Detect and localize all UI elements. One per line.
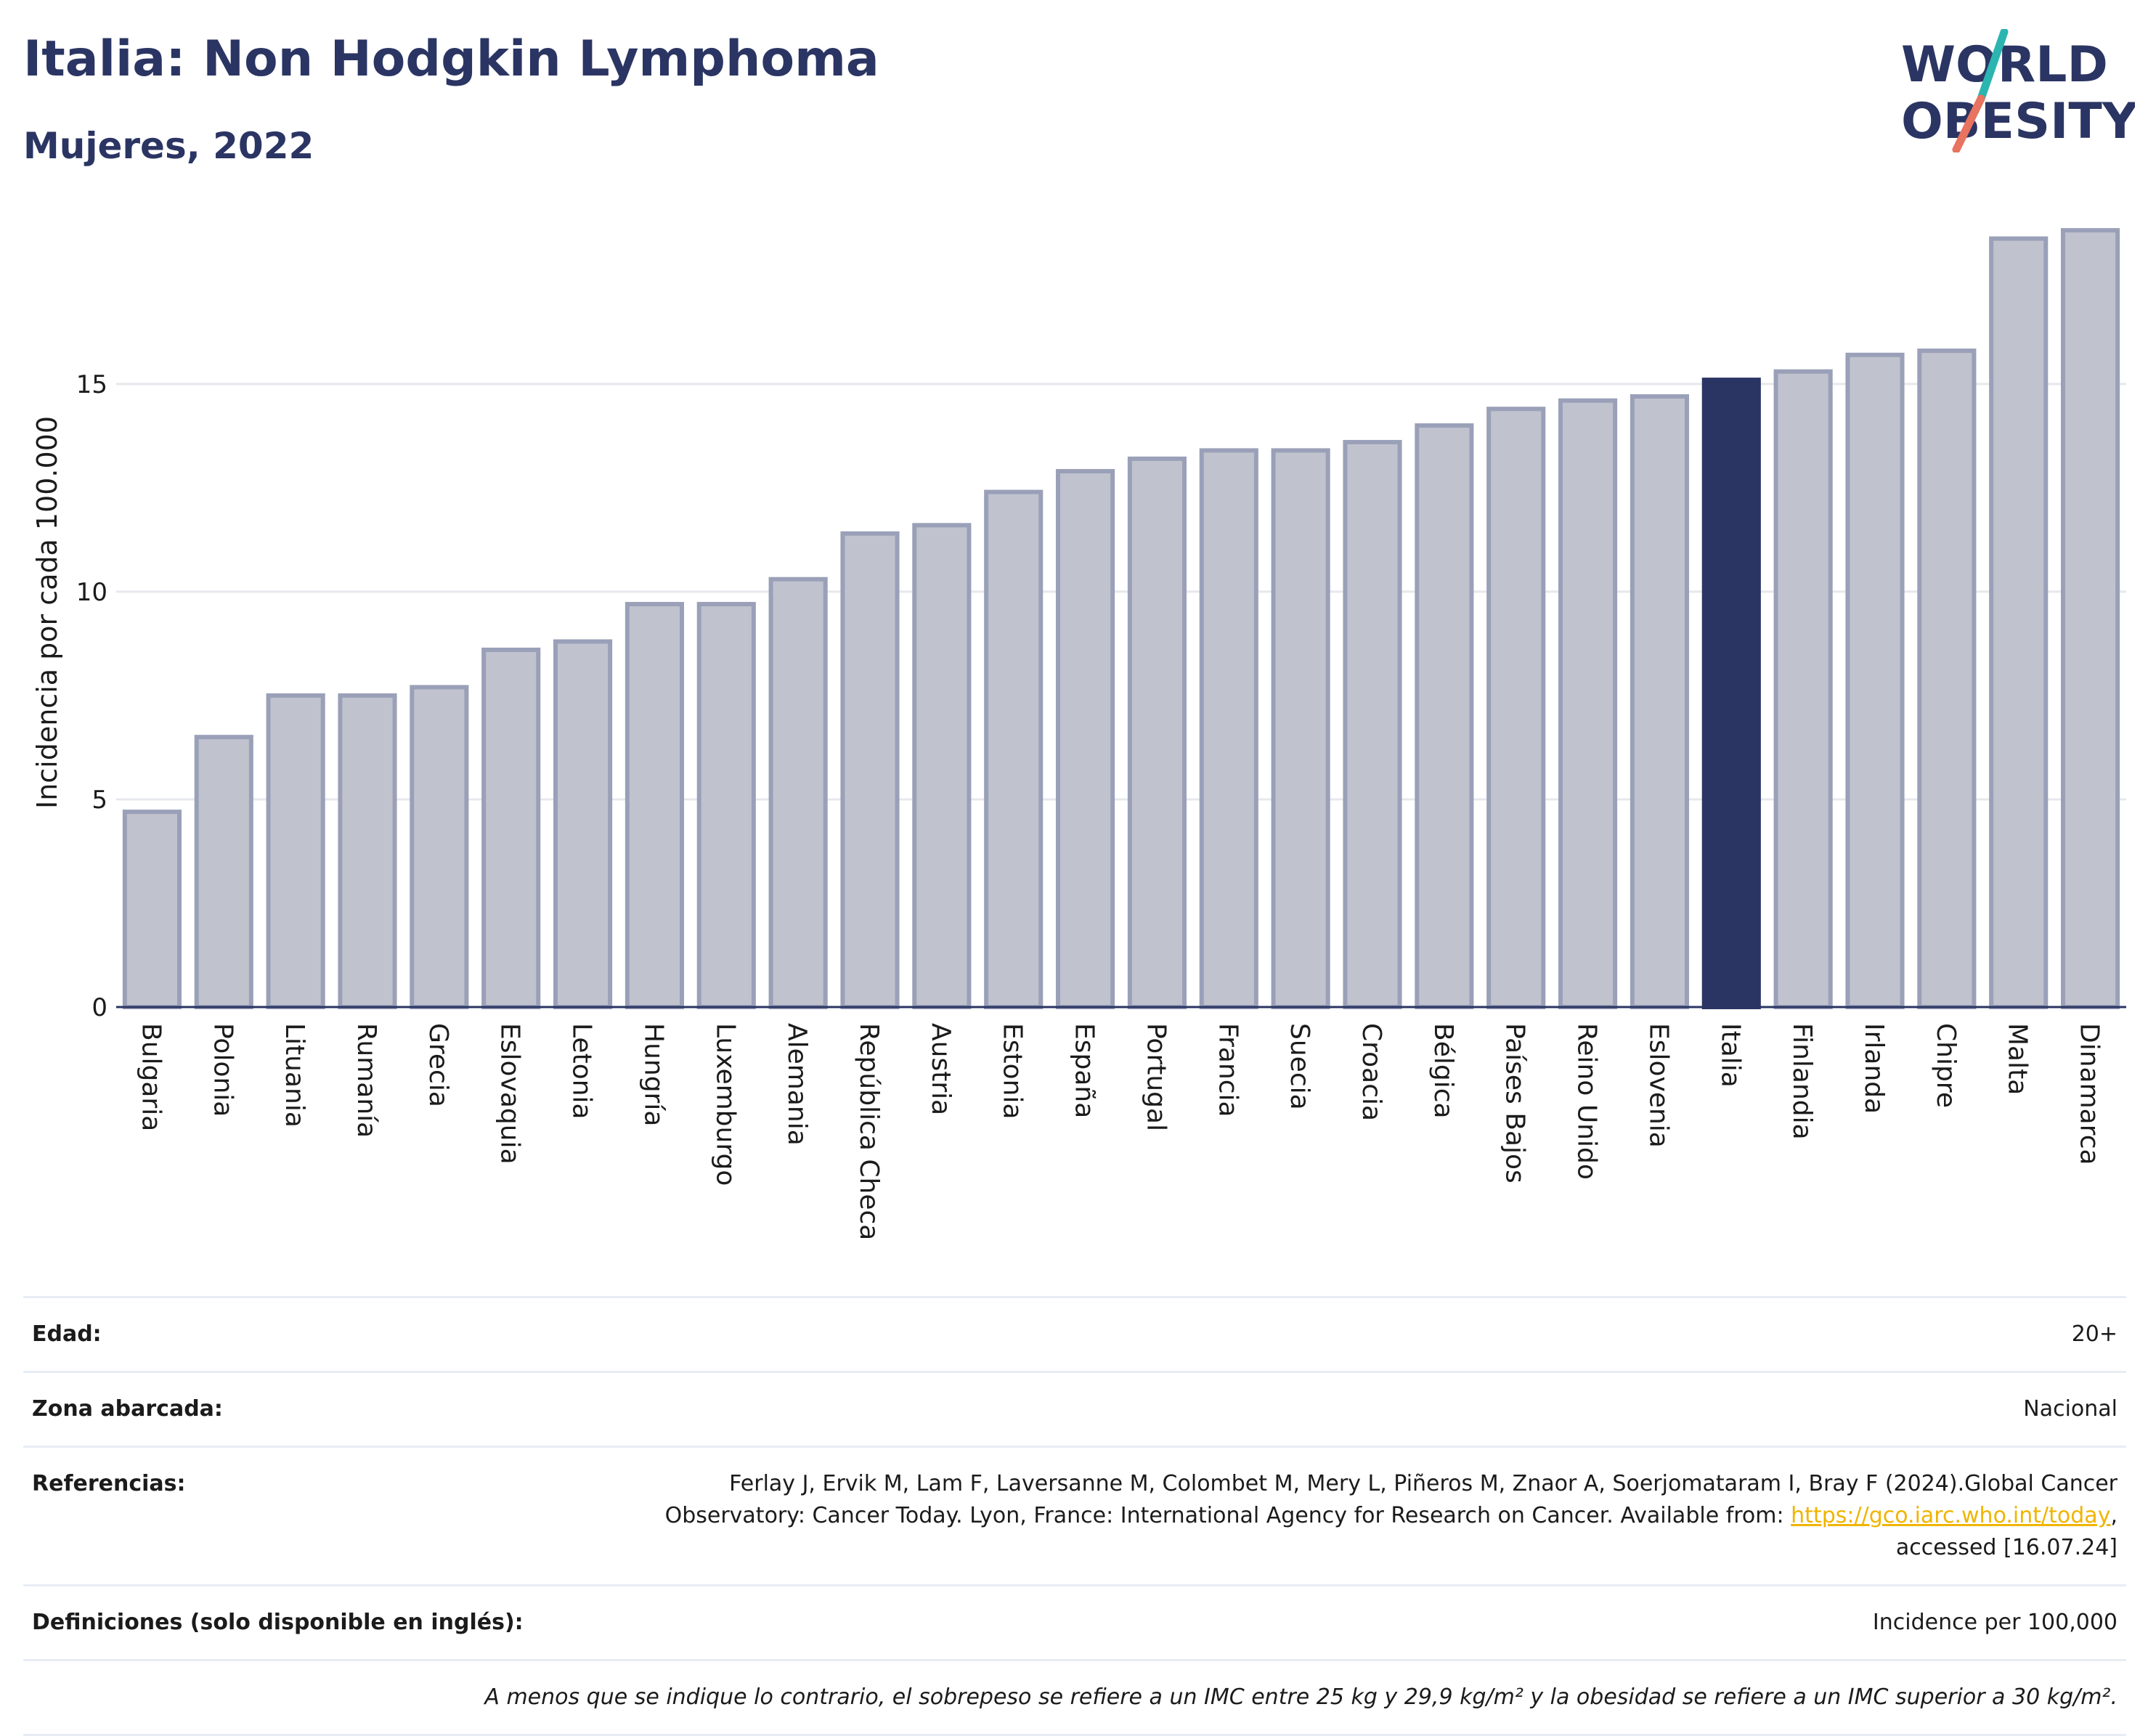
bar-eslovaquia	[481, 647, 541, 1010]
bar-croacia	[1343, 439, 1402, 1009]
category-labels: Bulgaria Polonia Lituania Rumanía Grecia Eslo…	[136, 1023, 2104, 1240]
logo-slash-teal	[1977, 29, 2009, 103]
reference-text-4: accessed [16.07.24]	[1895, 1535, 2118, 1560]
category-label: Francia	[1213, 1023, 1242, 1117]
category-label: Dinamarca	[2075, 1023, 2104, 1165]
category-label: Luxemburgo	[710, 1023, 740, 1186]
category-label: Grecia	[423, 1023, 453, 1107]
category-label: Reino Unido	[1572, 1023, 1602, 1180]
y-tick-label: 15	[76, 370, 107, 399]
y-axis-label: Incidencia por cada 100.000	[31, 416, 63, 809]
bar-francia	[1199, 448, 1258, 1009]
bar-hungría	[625, 602, 684, 1009]
meta-row-age: Edad: 20+	[23, 1296, 2126, 1371]
category-label: Chipre	[1931, 1023, 1961, 1108]
reference-link[interactable]: https://gco.iarc.who.int/today	[1791, 1503, 2111, 1528]
category-label: República Checa	[854, 1023, 884, 1240]
meta-row-definitions: Definiciones (solo disponible en inglés)…	[23, 1584, 2126, 1659]
category-label: España	[1070, 1023, 1099, 1118]
category-label: Estonia	[998, 1023, 1028, 1120]
category-label: Polonia	[208, 1023, 237, 1117]
bar-rumanía	[338, 693, 397, 1010]
logo-line2: OBESITY	[1901, 93, 2135, 150]
bar-italia	[1701, 378, 1761, 1009]
category-label: Rumanía	[351, 1023, 381, 1138]
metadata-table: Edad: 20+ Zona abarcada: Nacional Refere…	[23, 1296, 2126, 1736]
meta-row-area: Zona abarcada: Nacional	[23, 1371, 2126, 1446]
reference-text-3: ,	[2110, 1503, 2118, 1528]
bar-malta	[1989, 236, 2049, 1010]
references-label: Referencias:	[32, 1471, 186, 1496]
bar-suecia	[1271, 448, 1330, 1009]
category-label: Malta	[2003, 1023, 2033, 1095]
page-subtitle: Mujeres, 2022	[23, 125, 314, 167]
bar-dinamarca	[2061, 228, 2120, 1009]
y-tick-label: 10	[76, 578, 107, 607]
bar-estonia	[984, 489, 1044, 1009]
bar-bélgica	[1415, 423, 1474, 1009]
category-label: Alemania	[782, 1023, 812, 1146]
category-label: Bélgica	[1428, 1023, 1458, 1119]
meta-row-note: A menos que se indique lo contrario, el …	[23, 1659, 2126, 1736]
logo-slash-coral	[1952, 94, 1985, 152]
category-label: Eslovenia	[1643, 1023, 1673, 1148]
bar-bulgaria	[122, 810, 182, 1009]
world-obesity-logo: WORLD OBESITY	[1901, 29, 2135, 152]
category-label: Hungría	[638, 1023, 668, 1126]
category-label: Irlanda	[1859, 1023, 1889, 1114]
bar-reino-unido	[1558, 398, 1618, 1009]
category-label: Finlandia	[1787, 1023, 1817, 1140]
category-label: Lituania	[280, 1023, 309, 1128]
category-label: Italia	[1715, 1023, 1745, 1088]
bar-irlanda	[1845, 352, 1905, 1009]
category-label: Letonia	[567, 1023, 597, 1120]
bar-españa	[1056, 468, 1115, 1009]
page-title: Italia: Non Hodgkin Lymphoma	[23, 30, 879, 88]
category-label: Eslovaquia	[495, 1023, 525, 1165]
bar-finlandia	[1773, 369, 1833, 1009]
bar-eslovenia	[1630, 394, 1689, 1009]
y-tick-label: 0	[91, 993, 107, 1022]
bar-luxemburgo	[696, 602, 756, 1009]
bar-chipre	[1917, 349, 1977, 1009]
logo-line1: WORLD	[1901, 36, 2108, 94]
bar-chart: 0 5 10 15 Bulgaria Polonia Lituania Rumanía Gre…	[31, 228, 2126, 1240]
category-label: Suecia	[1285, 1023, 1314, 1110]
definitions-value: Incidence per 100,000	[1872, 1610, 2118, 1635]
category-label: Croacia	[1356, 1023, 1386, 1121]
bar-países-bajos	[1486, 407, 1546, 1009]
category-label: Austria	[926, 1023, 956, 1115]
area-value: Nacional	[2023, 1396, 2118, 1422]
y-tick-label: 5	[91, 786, 107, 815]
age-label: Edad:	[32, 1321, 102, 1347]
bar-alemania	[768, 576, 828, 1009]
category-label: Portugal	[1141, 1023, 1171, 1131]
references-value: Ferlay J, Ervik M, Lam F, Laversanne M, …	[665, 1468, 2118, 1564]
obesity-note: A menos que se indique lo contrario, el …	[484, 1684, 2118, 1710]
category-label: Países Bajos	[1500, 1023, 1530, 1183]
bar-letonia	[553, 639, 613, 1009]
age-value: 20+	[2071, 1321, 2118, 1347]
bar-polonia	[194, 735, 253, 1009]
bar-lituania	[266, 693, 325, 1010]
definitions-label: Definiciones (solo disponible en inglés)…	[32, 1610, 524, 1635]
bar-república-checa	[840, 531, 900, 1009]
bars	[122, 228, 2120, 1010]
bar-portugal	[1127, 456, 1187, 1009]
area-label: Zona abarcada:	[32, 1396, 223, 1422]
meta-row-references: Referencias: Ferlay J, Ervik M, Lam F, L…	[23, 1446, 2126, 1584]
y-axis-ticks: 0 5 10 15	[76, 370, 107, 1022]
bar-grecia	[410, 685, 469, 1009]
bar-austria	[912, 523, 972, 1009]
reference-text-2: Observatory: Cancer Today. Lyon, France:…	[664, 1503, 1791, 1528]
reference-text-1: Ferlay J, Ervik M, Lam F, Laversanne M, …	[729, 1471, 2118, 1496]
category-label: Bulgaria	[136, 1023, 166, 1131]
